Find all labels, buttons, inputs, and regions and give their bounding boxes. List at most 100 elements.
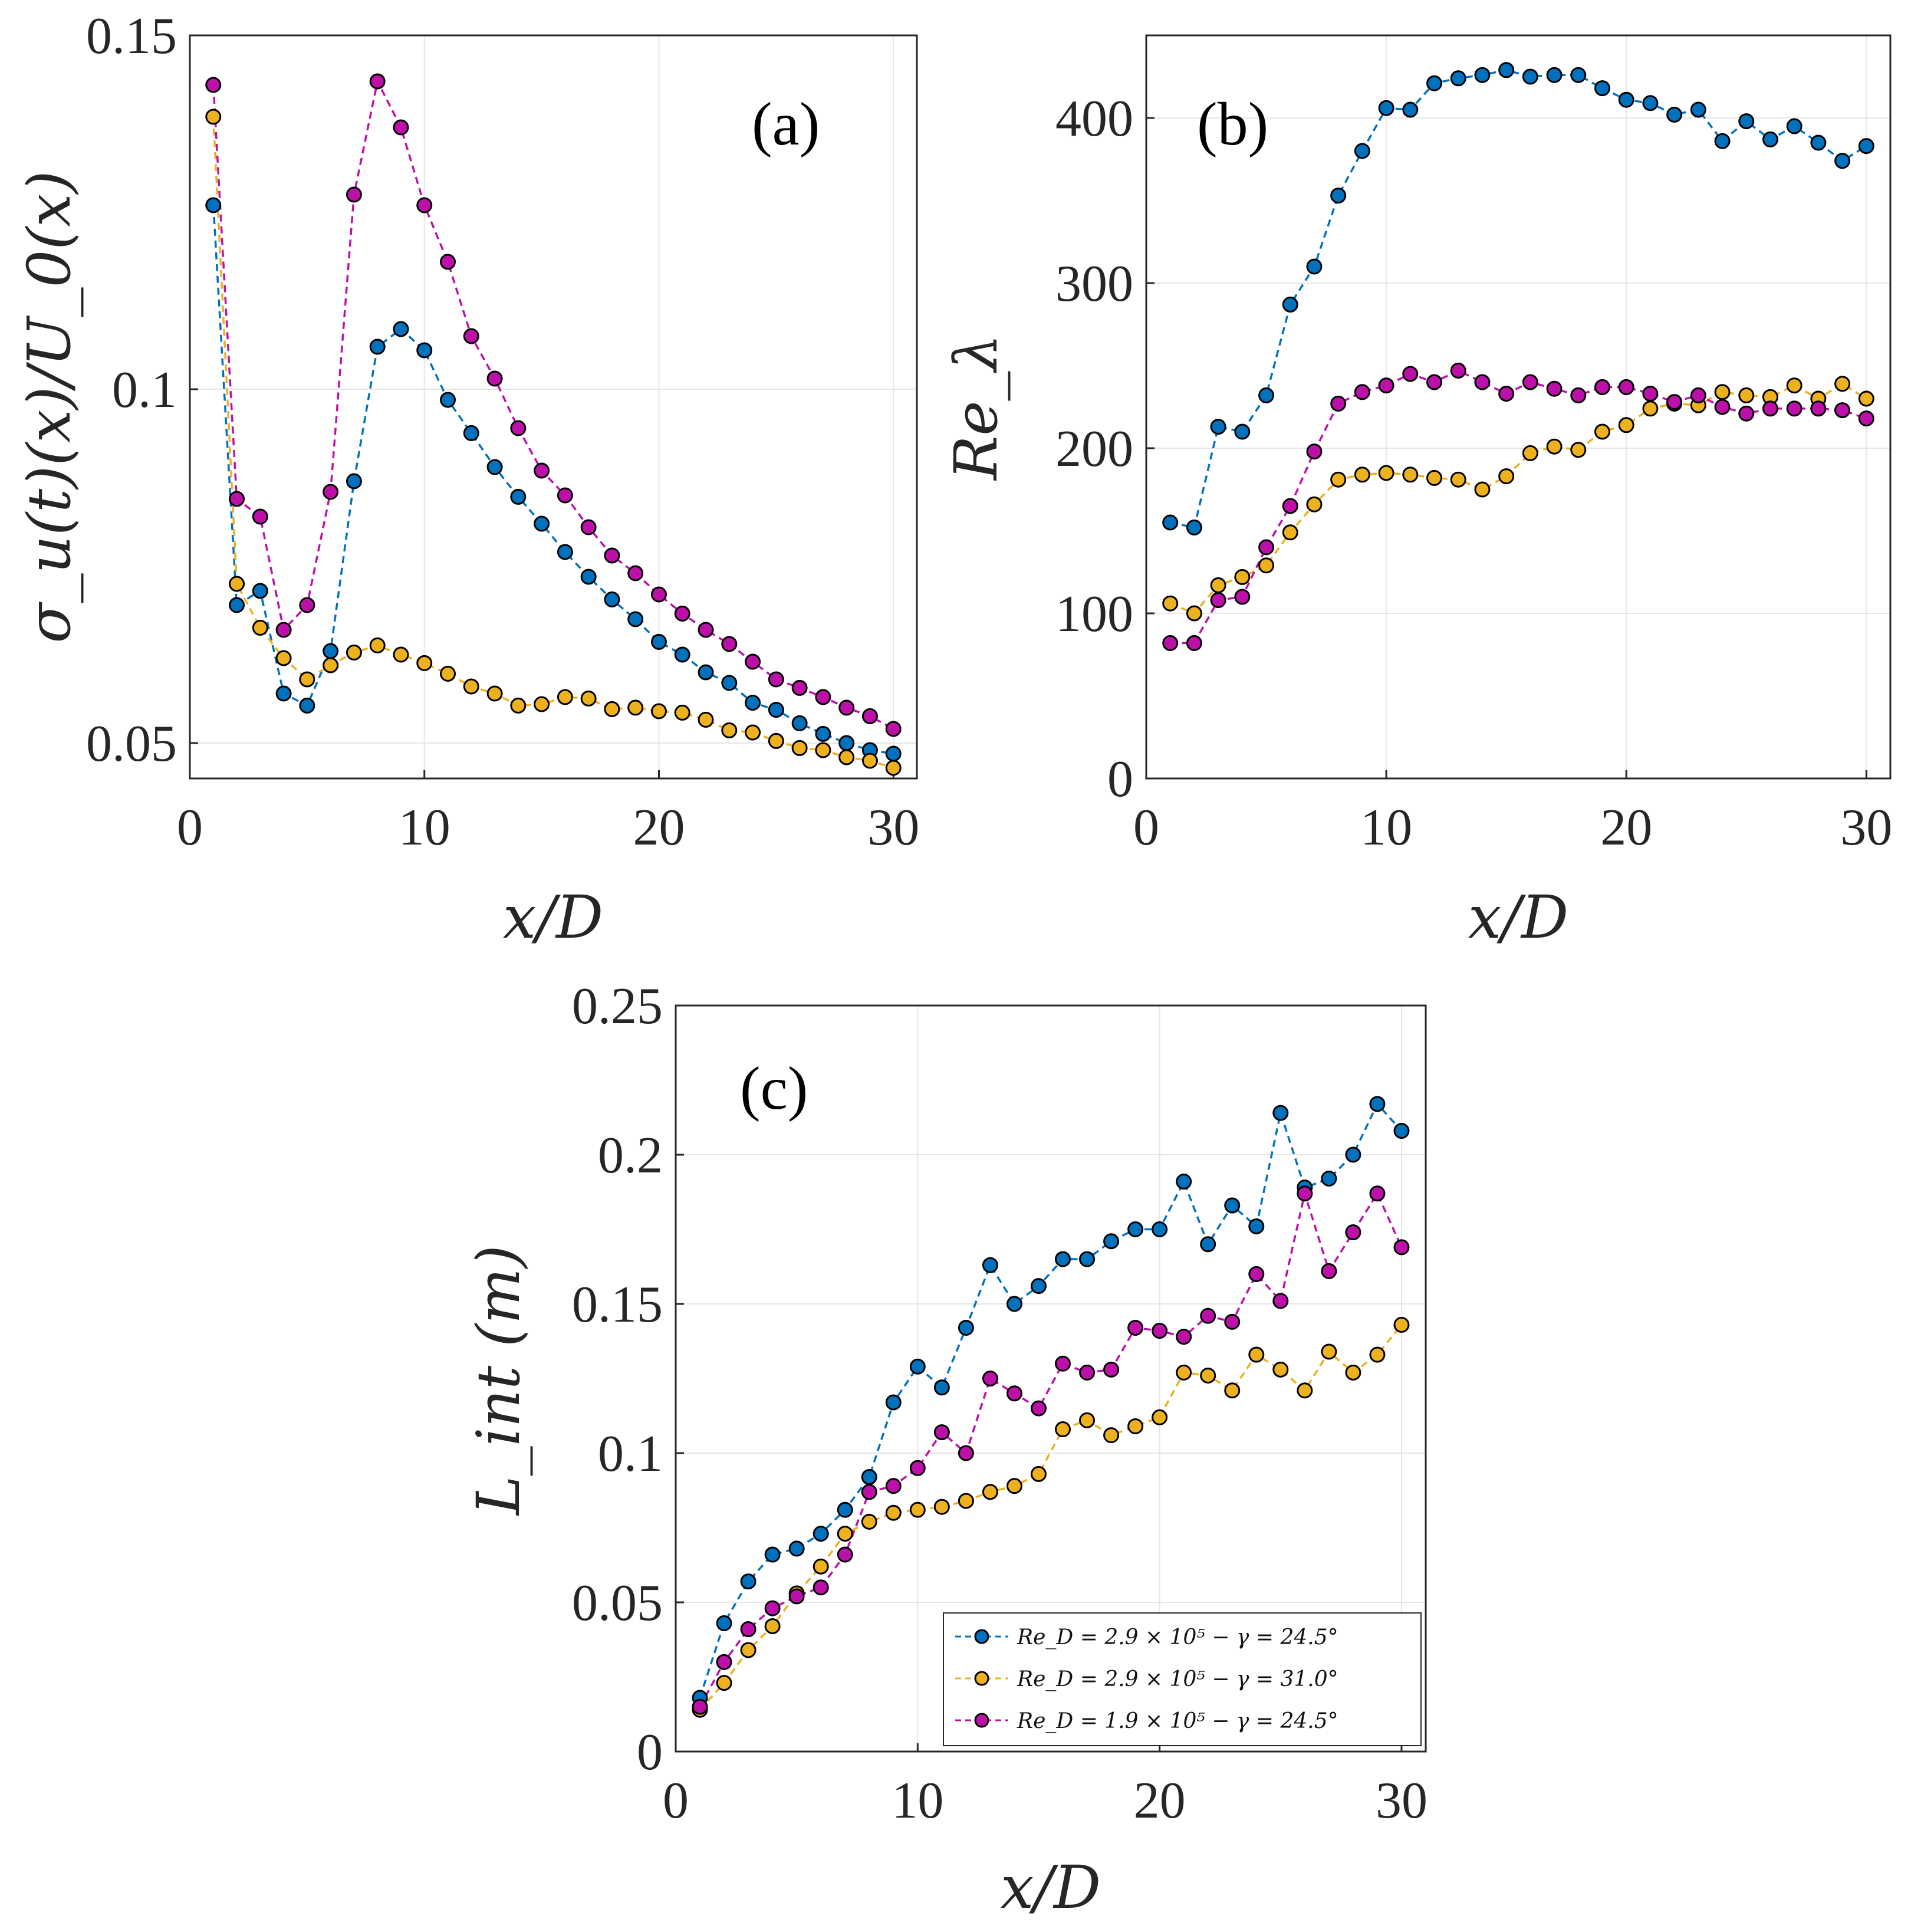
data-point xyxy=(1834,402,1851,419)
data-point xyxy=(885,1394,902,1411)
data-point xyxy=(1426,374,1443,390)
data-point xyxy=(791,679,808,696)
data-point xyxy=(1030,1400,1047,1417)
data-point xyxy=(252,508,268,525)
data-point xyxy=(1272,1361,1289,1378)
data-point xyxy=(1186,519,1202,535)
data-point xyxy=(1210,577,1226,593)
data-point xyxy=(1210,592,1226,609)
data-point xyxy=(698,711,714,728)
data-point xyxy=(1006,1296,1022,1312)
data-point xyxy=(768,671,784,688)
data-point xyxy=(1330,188,1347,204)
data-point xyxy=(440,254,456,270)
data-point xyxy=(1321,1343,1337,1360)
data-point xyxy=(1297,1382,1313,1399)
data-point xyxy=(627,699,644,716)
data-point xyxy=(1810,134,1827,151)
data-point xyxy=(1162,595,1179,612)
data-point xyxy=(1186,635,1202,651)
data-point xyxy=(698,622,714,638)
data-point xyxy=(1402,466,1419,483)
data-point xyxy=(1369,1346,1386,1363)
data-point xyxy=(1474,481,1491,498)
data-point xyxy=(275,622,292,638)
data-point xyxy=(1127,1221,1144,1237)
panel-c-series xyxy=(692,1096,1410,1718)
data-point xyxy=(909,1501,926,1518)
data-point xyxy=(838,699,855,716)
data-point xyxy=(1786,400,1803,417)
y-tick-label: 0.15 xyxy=(86,8,177,65)
data-point xyxy=(1570,67,1587,83)
data-point xyxy=(815,689,831,705)
data-point xyxy=(1393,1239,1410,1256)
legend-text-2: Re_D = 2.9 × 10⁵ − γ = 31.0° xyxy=(1017,1667,1338,1691)
panel-b-xlabel: x/D xyxy=(1468,883,1568,952)
y-tick-label: 0.1 xyxy=(112,362,177,419)
data-point xyxy=(1354,143,1370,159)
data-point xyxy=(958,1445,974,1461)
panel-b-plot-area xyxy=(1145,34,1892,780)
panel-a: 0 10 20 30 0.05 0.1 0.15 (a) x/D σ_u(t)(x)/U_0… xyxy=(15,8,919,952)
data-point xyxy=(534,696,550,712)
data-point xyxy=(1402,366,1419,382)
data-point xyxy=(1234,423,1251,440)
data-point xyxy=(764,1546,781,1563)
data-point xyxy=(764,1618,781,1634)
data-point xyxy=(1234,569,1251,585)
data-point xyxy=(1393,1123,1410,1139)
panel-a-xlabel: x/D xyxy=(503,883,603,952)
data-point xyxy=(813,1579,829,1596)
data-point xyxy=(1176,1329,1192,1345)
data-point xyxy=(346,186,362,203)
data-point xyxy=(1248,1218,1265,1234)
data-point xyxy=(1248,1346,1265,1363)
data-point xyxy=(1858,138,1874,155)
legend-marker-1 xyxy=(974,1629,989,1644)
y-tick-label: 200 xyxy=(1055,420,1133,478)
data-point xyxy=(721,722,738,738)
data-point xyxy=(1522,374,1538,390)
data-point xyxy=(1006,1478,1022,1494)
data-point xyxy=(440,665,456,682)
data-point xyxy=(768,732,784,749)
x-tick-label: 0 xyxy=(177,799,203,856)
data-point xyxy=(721,675,738,691)
data-point xyxy=(1103,1233,1120,1250)
data-point xyxy=(1186,605,1202,622)
data-point xyxy=(1738,405,1755,422)
data-point xyxy=(1786,118,1803,134)
data-point xyxy=(393,321,409,337)
data-point xyxy=(1618,417,1634,433)
data-point xyxy=(1354,384,1370,400)
data-point xyxy=(627,611,644,627)
x-tick-label: 20 xyxy=(1600,799,1652,856)
data-point xyxy=(1594,423,1610,440)
data-point xyxy=(1618,379,1634,395)
data-point xyxy=(604,591,620,607)
data-point xyxy=(1345,1146,1361,1163)
data-point xyxy=(1152,1323,1168,1339)
data-point xyxy=(1402,101,1419,118)
panel-c-ticks: 0 10 20 30 0 0.05 0.1 0.15 0.2 0.25 xyxy=(572,978,1428,1829)
y-tick-label: 0.05 xyxy=(572,1575,663,1632)
data-point xyxy=(838,749,855,765)
y-tick-label: 300 xyxy=(1055,255,1133,313)
data-point xyxy=(229,597,245,613)
data-point xyxy=(393,646,409,663)
data-point xyxy=(1378,465,1394,481)
data-point xyxy=(1152,1221,1168,1237)
data-point xyxy=(958,1319,974,1336)
data-point xyxy=(764,1600,781,1616)
y-tick-label: 100 xyxy=(1055,586,1133,643)
data-point xyxy=(275,650,292,666)
data-point xyxy=(205,197,222,213)
data-point xyxy=(205,77,222,93)
legend-entry: Re_D = 1.9 × 10⁵ − γ = 24.5° xyxy=(955,1709,1338,1733)
x-tick-label: 0 xyxy=(1133,799,1159,856)
data-point xyxy=(1738,387,1755,403)
data-point xyxy=(369,637,386,653)
